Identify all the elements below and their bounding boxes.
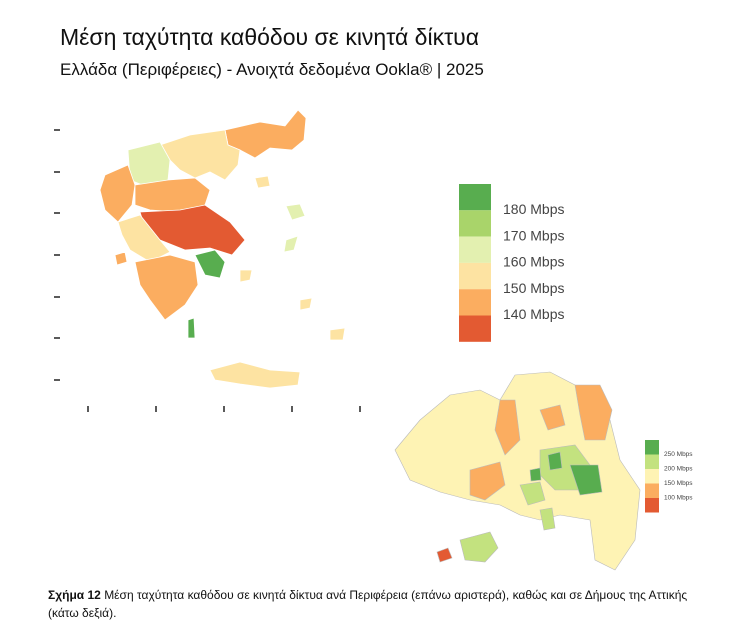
legend: 250 Mbps 200 Mbps 150 Mbps 100 Mbps [645, 440, 693, 513]
legend-label: 150 Mbps [503, 280, 564, 296]
legend-swatch [645, 483, 659, 498]
legend: 180 Mbps 170 Mbps 160 Mbps 150 Mbps 140 Mbps [459, 184, 564, 342]
legend-label: 170 Mbps [503, 227, 564, 243]
greece-map [54, 109, 361, 412]
legend-label: 180 Mbps [503, 201, 564, 217]
legend-swatch [645, 469, 659, 484]
legend-swatch [645, 498, 659, 513]
legend-label: 140 Mbps [503, 306, 564, 322]
subtitle: Ελλάδα (Περιφέρειες) - Ανοιχτά δεδομένα … [60, 60, 484, 79]
legend-label: 100 Mbps [664, 495, 693, 502]
legend-label: 150 Mbps [664, 480, 693, 487]
title: Μέση ταχύτητα καθόδου σε κινητά δίκτυα [60, 24, 480, 50]
legend-swatch [459, 210, 491, 237]
legend-swatch [645, 440, 659, 455]
legend-swatch [459, 289, 491, 316]
legend-label: 200 Mbps [664, 466, 693, 473]
caption: Σχήμα 12 Μέση ταχύτητα καθόδου σε κινητά… [48, 586, 698, 622]
caption-label: Σχήμα 12 [48, 588, 101, 602]
legend-swatch [459, 315, 491, 342]
legend-swatch [459, 184, 491, 211]
caption-text: Μέση ταχύτητα καθόδου σε κινητά δίκτυα α… [48, 588, 688, 620]
legend-label: 160 Mbps [503, 254, 564, 270]
legend-swatch [645, 454, 659, 469]
legend-swatch [459, 262, 491, 290]
legend-swatch [459, 236, 491, 263]
attica-map [394, 371, 641, 571]
legend-label: 250 Mbps [664, 451, 693, 458]
